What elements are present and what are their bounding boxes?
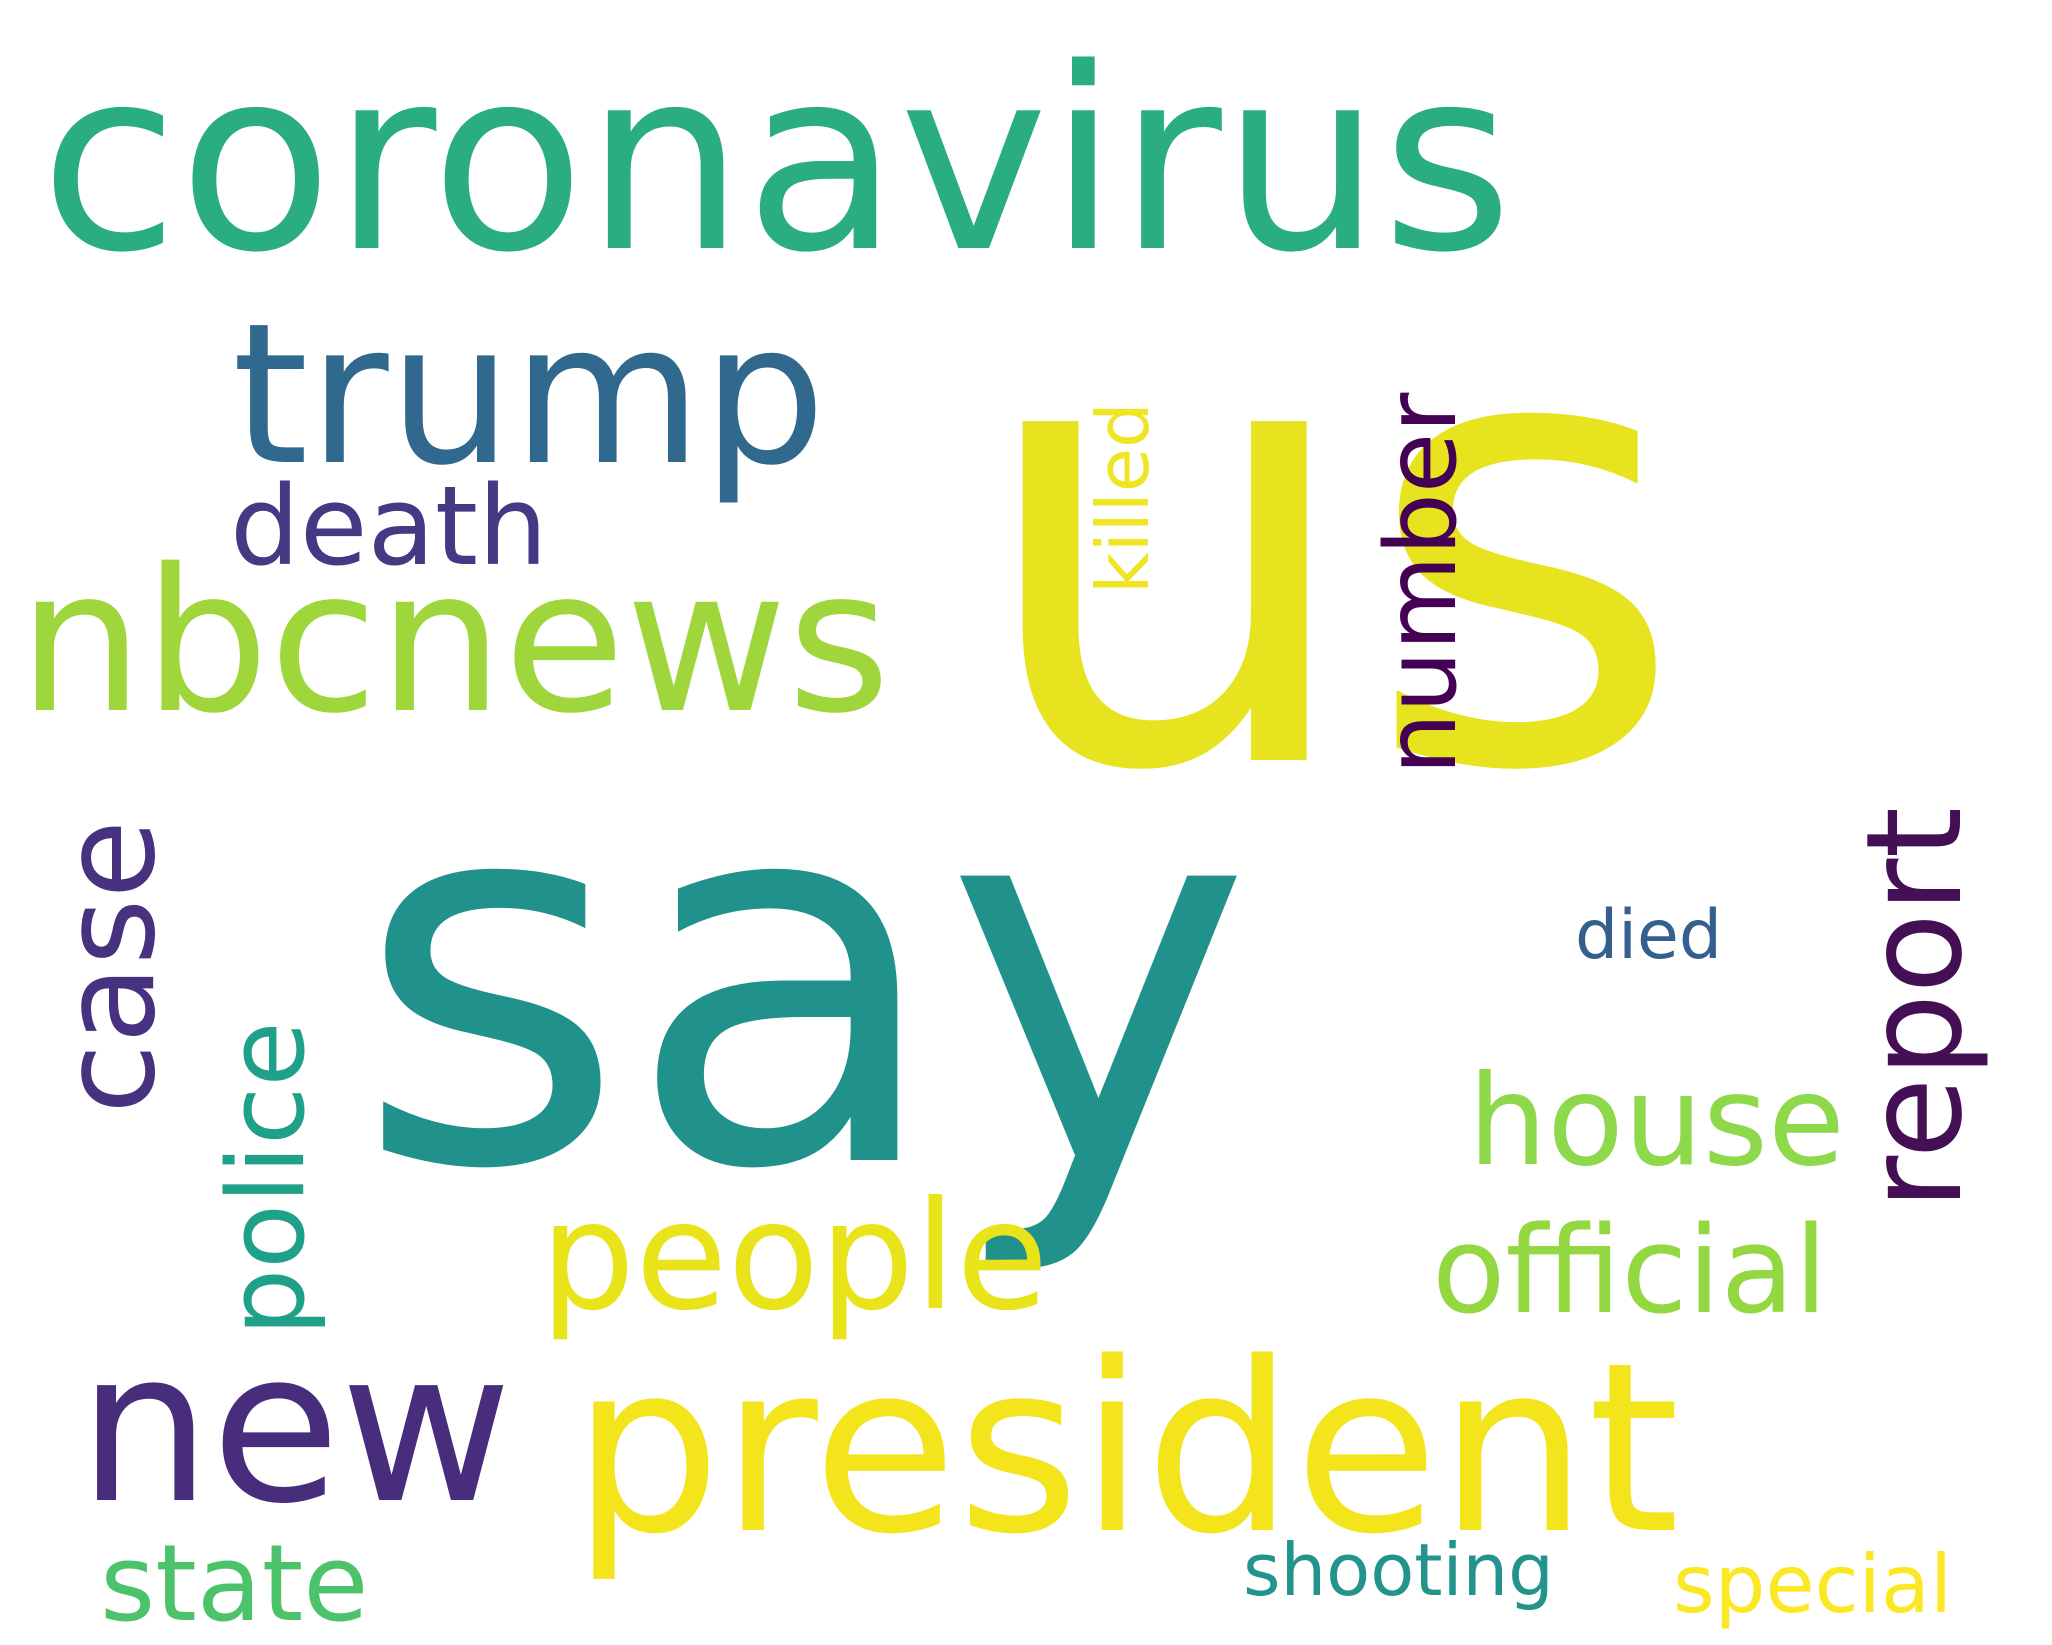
- word-killed: killed: [1081, 402, 1165, 594]
- word-death: death: [230, 462, 548, 590]
- word-coronavirus: coronavirus: [40, 15, 1513, 308]
- word-died: died: [1575, 896, 1722, 975]
- word-trump: trump: [232, 281, 826, 508]
- word-state: state: [100, 1522, 369, 1645]
- word-us: us: [970, 186, 1686, 907]
- word-report: report: [1838, 807, 1992, 1210]
- word-special: special: [1673, 1538, 1952, 1631]
- word-house: house: [1468, 1049, 1845, 1194]
- word-people: people: [540, 1170, 1048, 1344]
- word-shooting: shooting: [1243, 1528, 1554, 1612]
- word-say: say: [355, 677, 1252, 1283]
- word-president: president: [572, 1313, 1680, 1586]
- word-new: new: [78, 1305, 512, 1550]
- word-number: number: [1365, 392, 1479, 775]
- word-police: police: [205, 1021, 328, 1336]
- word-official: official: [1432, 1202, 1828, 1341]
- word-nbcnews: nbcnews: [18, 526, 890, 757]
- word-case: case: [35, 820, 184, 1114]
